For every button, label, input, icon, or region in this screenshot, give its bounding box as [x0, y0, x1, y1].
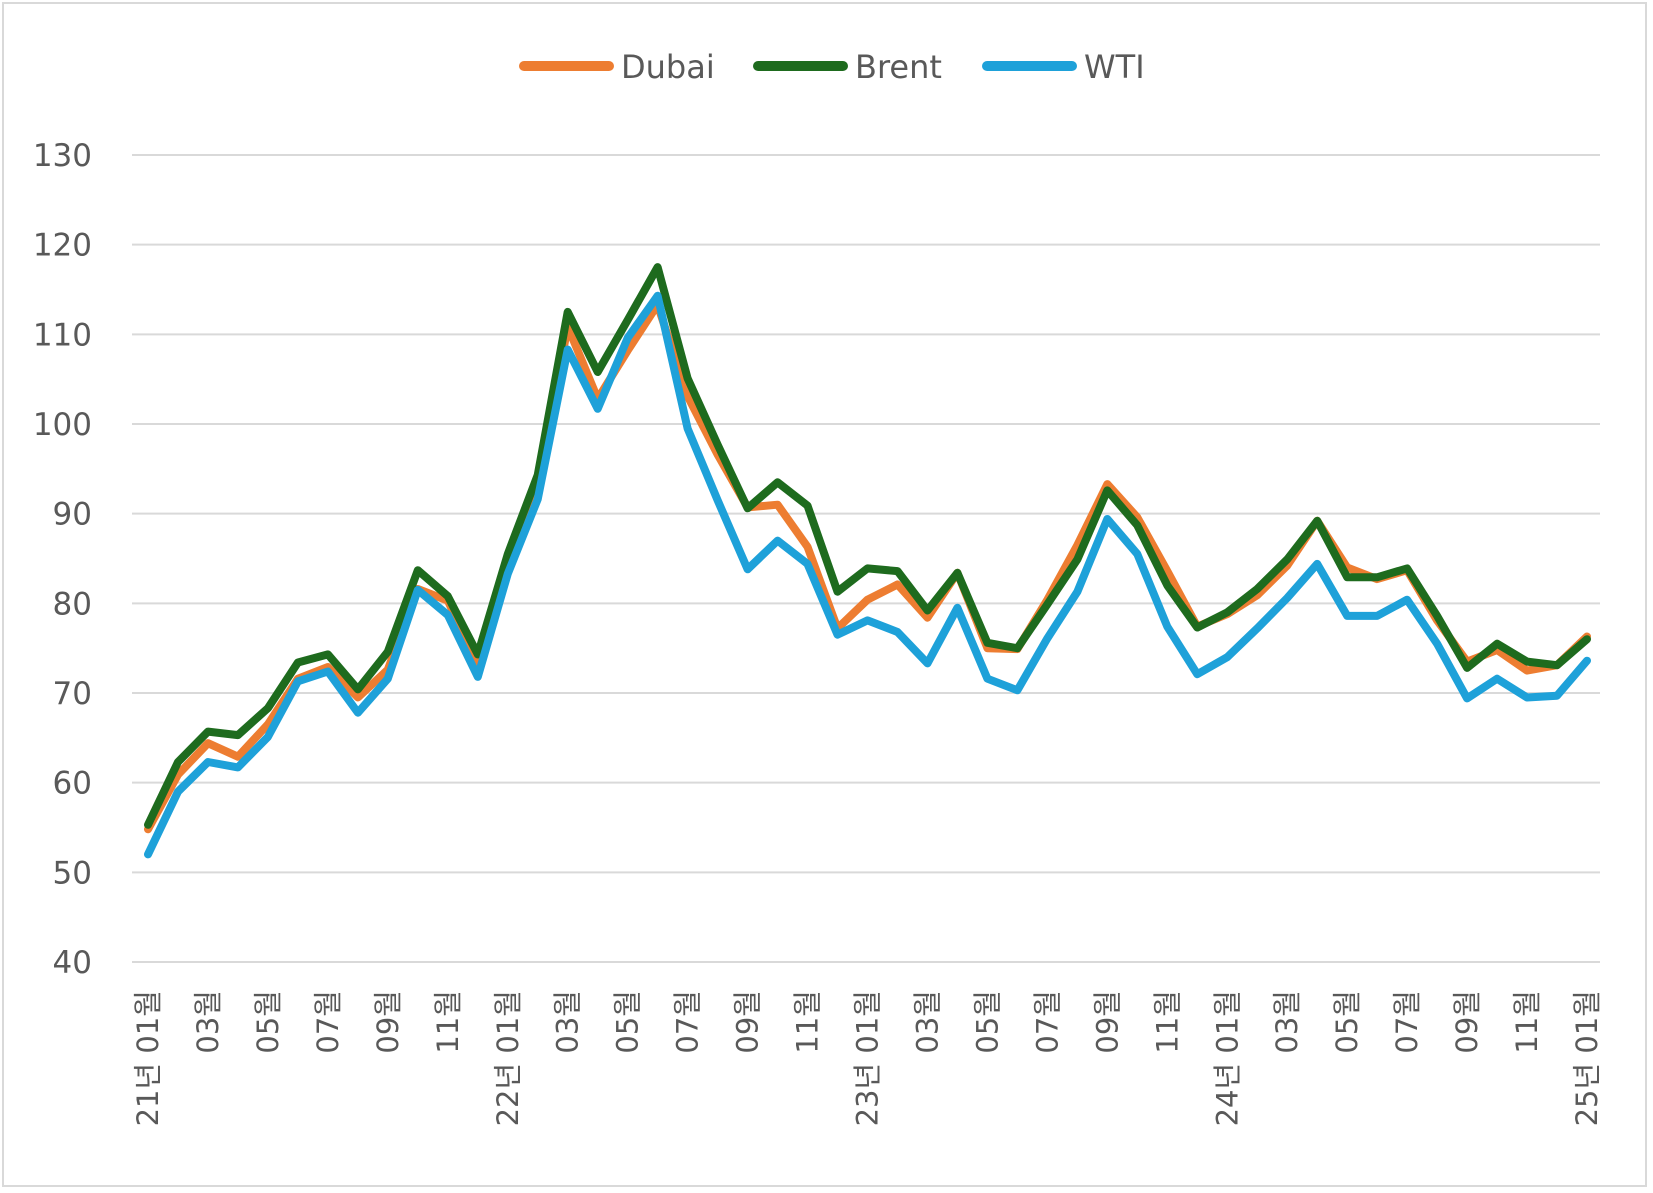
x-tick-label: 09월	[731, 990, 765, 1054]
y-tick-label: 60	[53, 766, 92, 802]
x-tick-label: 07월	[311, 990, 345, 1054]
y-tick-label: 90	[53, 497, 92, 533]
gridlines	[132, 154, 1600, 963]
x-tick-label: 03월	[191, 990, 225, 1054]
x-tick-label: 05월	[251, 990, 285, 1054]
y-tick-label: 100	[33, 407, 92, 443]
y-tick-label: 110	[33, 317, 92, 353]
y-tick-label: 80	[53, 586, 92, 622]
y-tick-label: 50	[53, 855, 92, 891]
x-tick-label: 03월	[910, 990, 944, 1054]
x-tick-label: 11월	[791, 990, 825, 1054]
x-tick-label: 03월	[551, 990, 585, 1054]
x-tick-label: 07월	[1390, 990, 1424, 1054]
y-tick-label: 120	[33, 228, 92, 264]
x-tick-label: 23년 01월	[851, 990, 885, 1126]
x-tick-label: 11월	[1510, 990, 1544, 1054]
x-tick-label: 11월	[1150, 990, 1184, 1054]
legend-label-wti: WTI	[1084, 48, 1145, 86]
legend: Dubai Brent WTI	[519, 48, 1145, 86]
x-tick-label: 22년 01월	[491, 990, 525, 1126]
y-tick-label: 70	[53, 676, 92, 712]
x-tick-label: 24년 01월	[1210, 990, 1244, 1126]
y-tick-label: 130	[33, 138, 92, 174]
x-tick-label: 09월	[1090, 990, 1124, 1054]
series-line-brent	[144, 263, 1591, 829]
x-tick-label: 09월	[371, 990, 405, 1054]
x-tick-label: 05월	[970, 990, 1004, 1054]
x-tick-label: 25년 01월	[1570, 990, 1604, 1126]
x-tick-label: 07월	[1030, 990, 1064, 1054]
series-lines	[144, 263, 1591, 859]
series-line-wti	[144, 291, 1591, 859]
x-tick-label: 21년 01월	[131, 990, 165, 1126]
x-tick-label: 05월	[611, 990, 645, 1054]
x-axis-ticks: 21년 01월 03월 05월 07월 09월 11월 22년 01월 03월 05월 07월 09…	[131, 990, 1604, 1126]
y-tick-label: 40	[53, 945, 92, 981]
x-tick-label: 11월	[431, 990, 465, 1054]
x-tick-label: 03월	[1270, 990, 1304, 1054]
legend-label-brent: Brent	[855, 48, 942, 86]
x-tick-label: 05월	[1330, 990, 1364, 1054]
y-axis-ticks: 40 50 60 70 80 90 100 110 120 130	[33, 138, 92, 981]
legend-label-dubai: Dubai	[621, 48, 715, 86]
x-tick-label: 09월	[1450, 990, 1484, 1054]
x-tick-label: 07월	[671, 990, 705, 1054]
